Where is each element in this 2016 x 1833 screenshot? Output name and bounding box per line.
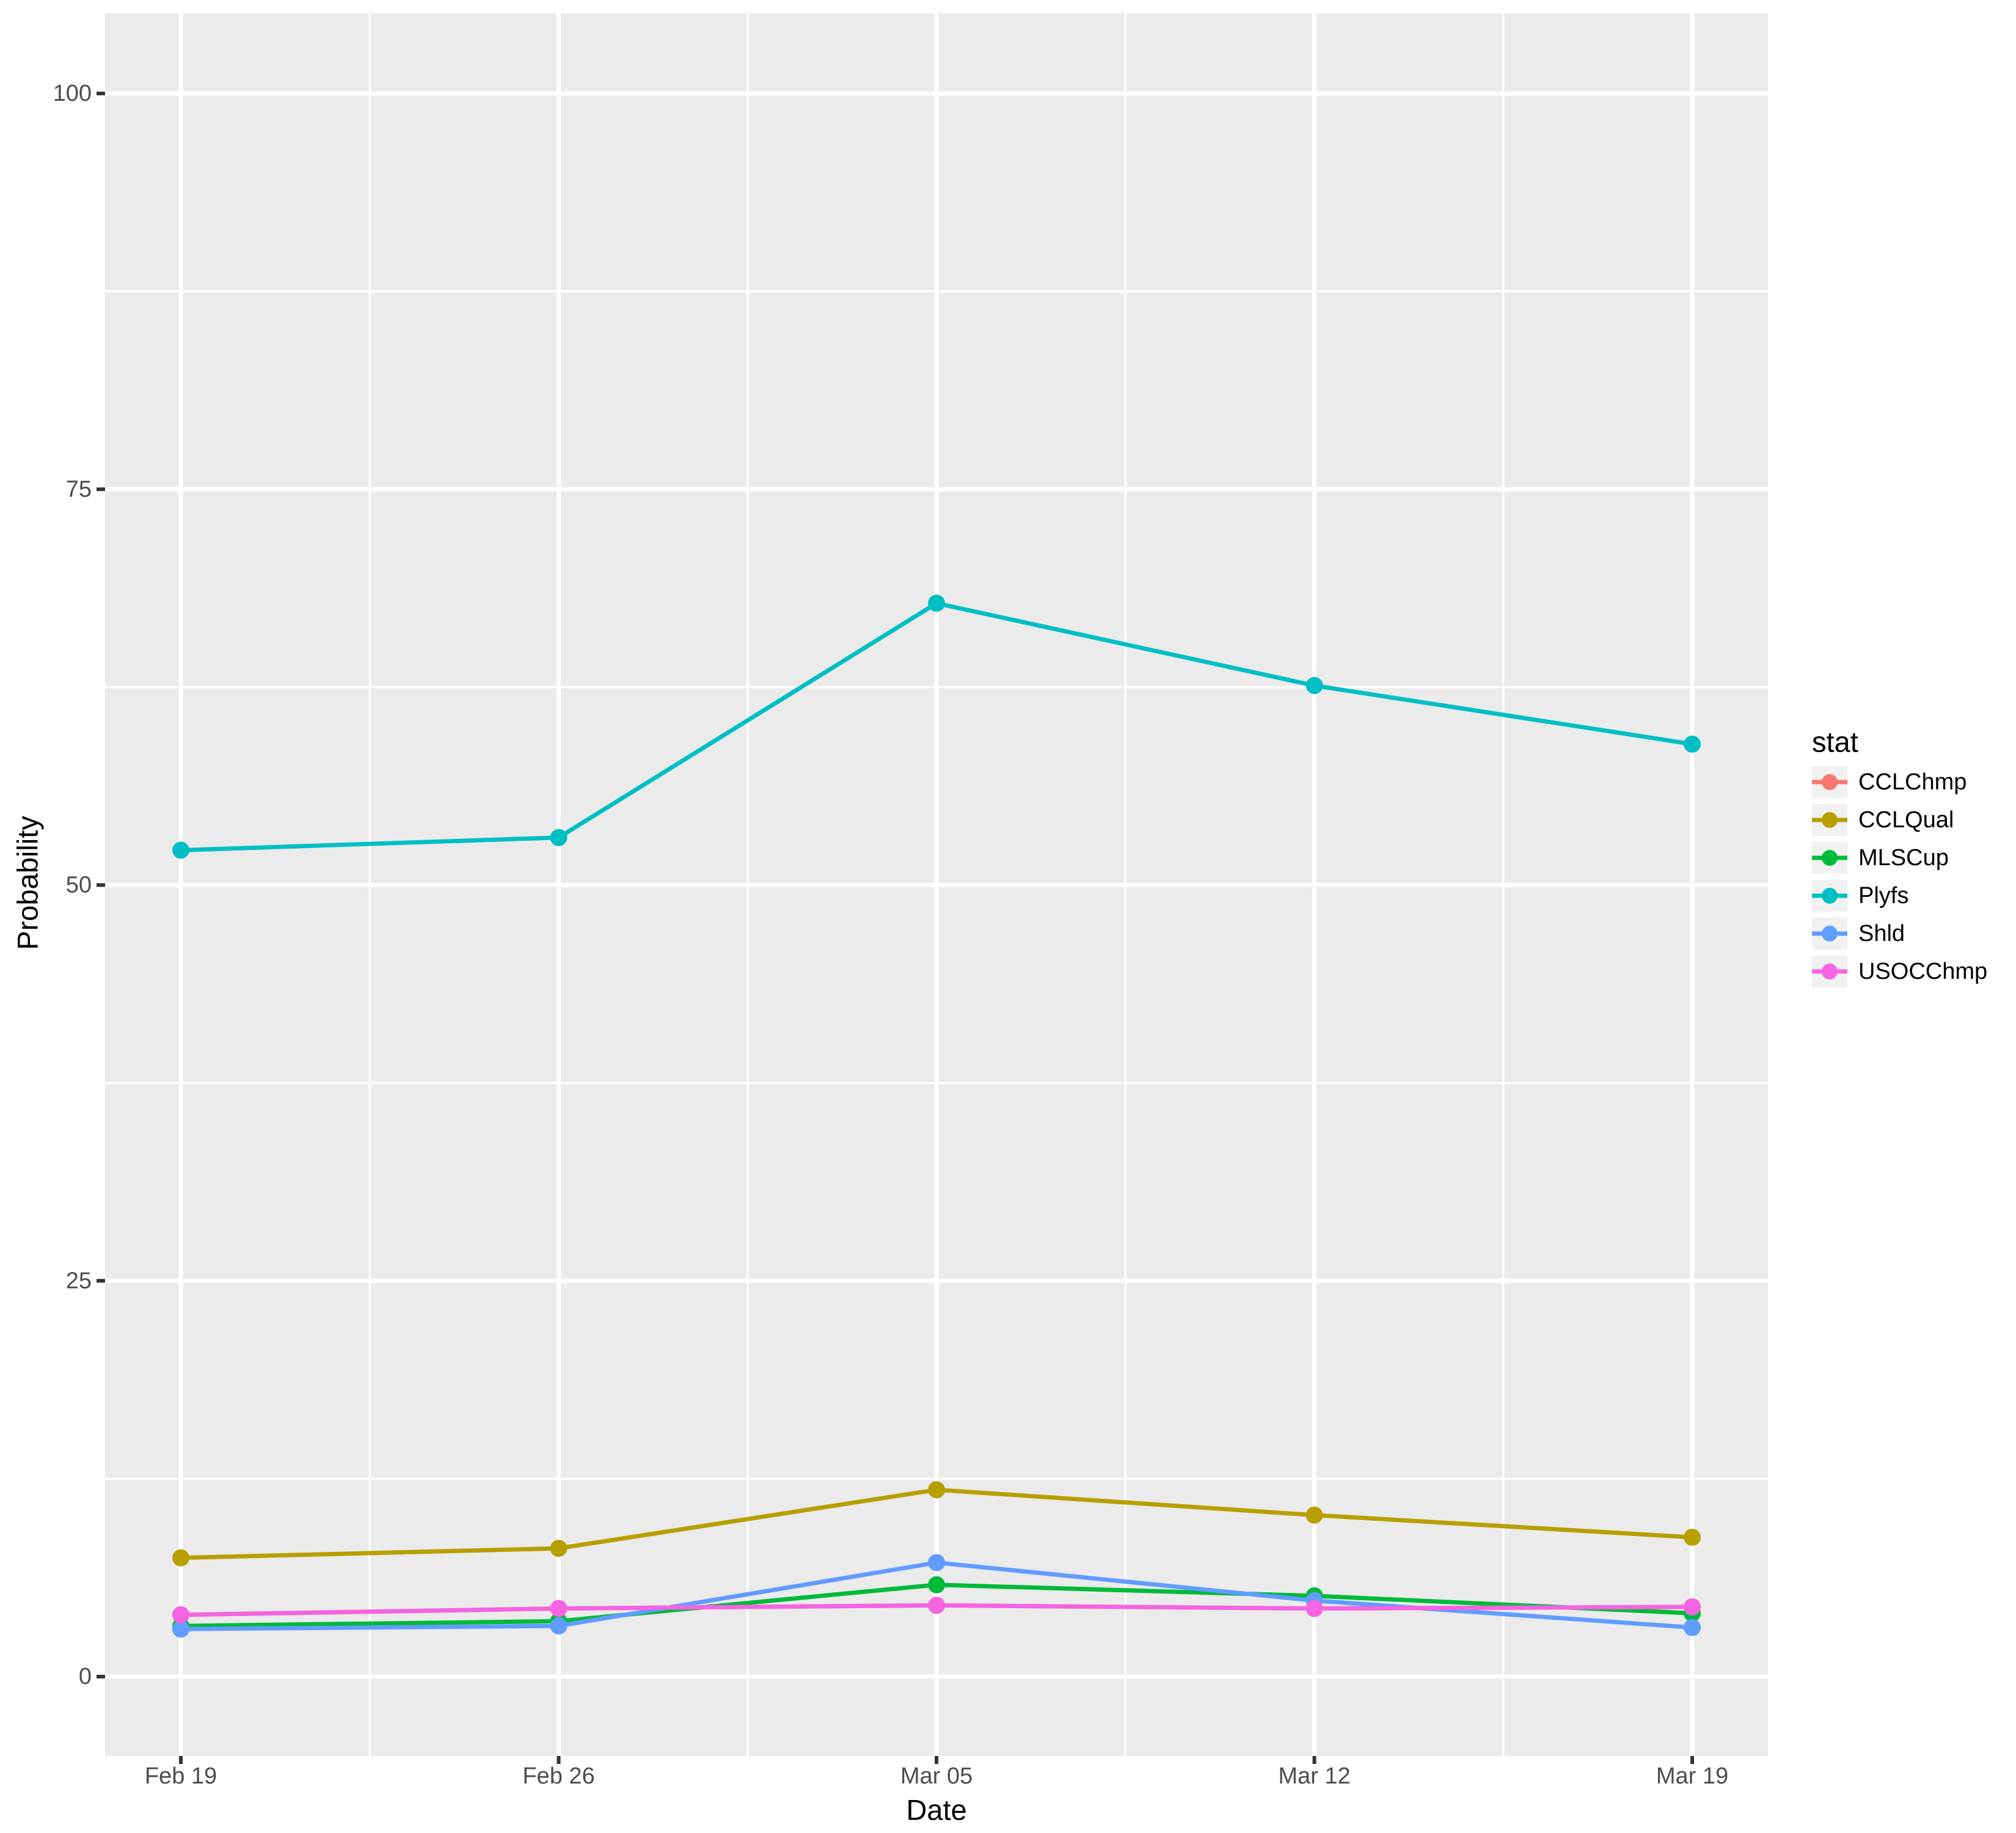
data-point-USOCChmp xyxy=(928,1597,945,1614)
x-tick-label: Mar 19 xyxy=(1656,1763,1728,1789)
data-point-Shld xyxy=(550,1617,568,1635)
legend-key-point xyxy=(1822,926,1838,942)
data-point-Plyfs xyxy=(928,595,945,612)
legend-item-label: Shld xyxy=(1858,921,1905,946)
data-point-CCLQual xyxy=(1306,1506,1323,1524)
x-axis-title: Date xyxy=(906,1794,966,1826)
legend-key-point xyxy=(1822,812,1838,828)
data-point-CCLQual xyxy=(1684,1528,1701,1546)
data-point-CCLQual xyxy=(550,1540,568,1557)
y-tick-label: 50 xyxy=(66,873,92,898)
legend-key-point xyxy=(1822,964,1838,979)
data-point-CCLQual xyxy=(928,1481,945,1499)
legend-key-point xyxy=(1822,774,1838,790)
chart-generated-layer: Feb 19 Feb 26 Mar 05 Mar 12 Mar 19 0 25 50 75 100… xyxy=(53,13,1987,1789)
legend-item-label: CCLChmp xyxy=(1858,769,1967,795)
data-point-MLSCup xyxy=(928,1576,945,1593)
legend-item-label: USOCChmp xyxy=(1858,959,1987,984)
legend-item-label: MLSCup xyxy=(1858,845,1949,871)
data-point-USOCChmp xyxy=(550,1600,568,1617)
y-tick-label: 75 xyxy=(66,477,92,502)
legend-key-point xyxy=(1822,888,1838,904)
data-point-Shld xyxy=(1684,1619,1701,1636)
data-point-Shld xyxy=(172,1620,189,1638)
y-axis-title: Probability xyxy=(12,816,44,950)
y-tick-label: 0 xyxy=(79,1664,92,1689)
data-point-USOCChmp xyxy=(1684,1598,1701,1615)
x-tick-label: Feb 19 xyxy=(145,1763,217,1789)
x-tick-label: Mar 05 xyxy=(900,1763,973,1789)
data-point-Shld xyxy=(928,1554,945,1571)
x-tick-label: Feb 26 xyxy=(522,1763,594,1789)
y-tick-label: 25 xyxy=(66,1268,92,1293)
legend-item-label: Plyfs xyxy=(1858,883,1908,909)
data-point-USOCChmp xyxy=(1306,1600,1323,1617)
y-tick-label: 100 xyxy=(53,81,92,106)
data-point-Plyfs xyxy=(172,841,189,859)
data-point-Plyfs xyxy=(1684,735,1701,753)
data-point-Plyfs xyxy=(1306,677,1323,695)
data-point-CCLQual xyxy=(172,1549,189,1567)
data-point-USOCChmp xyxy=(172,1606,189,1623)
legend-key-point xyxy=(1822,850,1838,866)
data-point-Plyfs xyxy=(550,829,568,846)
legend-item-label: CCLQual xyxy=(1858,807,1954,833)
x-tick-label: Mar 12 xyxy=(1278,1763,1350,1789)
legend-title: stat xyxy=(1812,726,1858,758)
